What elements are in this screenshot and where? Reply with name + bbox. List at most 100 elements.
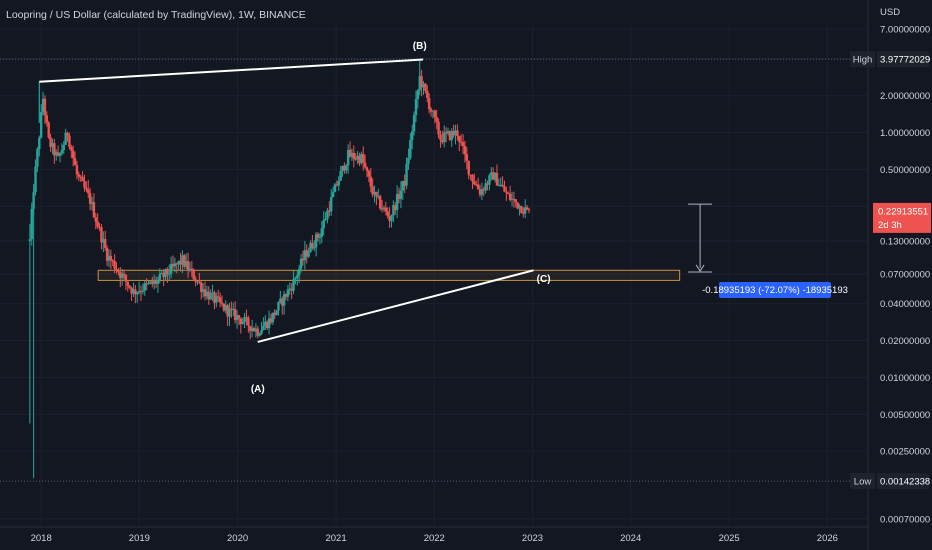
candle-body	[412, 115, 416, 132]
candle-body	[388, 216, 391, 221]
candle-body	[28, 239, 32, 242]
candle-body	[192, 269, 195, 280]
candle-body	[83, 181, 86, 188]
candle-body	[341, 165, 344, 172]
candle-body	[463, 145, 467, 155]
candle-body	[41, 98, 45, 113]
candle-body	[56, 152, 60, 156]
candle-body	[448, 131, 452, 140]
candle-body	[335, 184, 339, 186]
candle-body	[395, 193, 399, 211]
candle-body	[348, 149, 352, 157]
candle-body	[179, 260, 182, 265]
candle-body	[414, 99, 418, 116]
candle-body	[30, 208, 33, 240]
candle-body	[107, 255, 111, 261]
x-tick-label: 2020	[227, 533, 248, 544]
candle-body	[137, 291, 141, 293]
candle-body	[458, 135, 461, 142]
candle-body	[443, 132, 446, 143]
last-price-value: 0.22913551	[878, 206, 928, 217]
candle-body	[343, 165, 346, 171]
candle-body	[68, 135, 71, 147]
candle-body	[186, 261, 190, 271]
y-tick-label: 0.02000000	[880, 336, 930, 347]
candle-body	[128, 285, 131, 288]
candle-body	[275, 310, 278, 316]
candle-body	[482, 189, 485, 191]
candle-body	[292, 279, 295, 291]
candle-body	[354, 158, 357, 160]
candle-body	[134, 289, 137, 295]
candle-body	[264, 321, 267, 326]
candle-body	[281, 298, 284, 306]
high-tag	[850, 51, 875, 68]
candle-body	[105, 247, 109, 261]
candle-body	[156, 279, 160, 284]
candle-body	[102, 239, 105, 243]
candle-body	[269, 318, 273, 323]
candle-body	[508, 193, 512, 200]
candle-body	[480, 189, 484, 195]
candle-body	[173, 263, 177, 267]
low-tag-label: Low	[854, 477, 872, 488]
candle-body	[96, 221, 99, 227]
wave-label-b: (B)	[413, 41, 427, 52]
candle-body	[375, 191, 378, 197]
candle-body	[416, 90, 420, 100]
trendline	[39, 58, 424, 83]
candle-body	[166, 268, 169, 275]
candle-body	[145, 283, 148, 285]
candle-body	[420, 76, 423, 88]
candle-body	[294, 277, 297, 280]
x-tick-label: 2018	[31, 533, 52, 544]
candle-body	[328, 210, 331, 212]
candle-body	[465, 154, 469, 161]
candle-body	[194, 279, 197, 282]
candle-body	[478, 189, 482, 195]
candle-body	[60, 150, 64, 154]
candle-body	[75, 165, 79, 175]
candle-body	[162, 273, 165, 278]
candle-body	[124, 275, 128, 282]
candle-body	[392, 205, 395, 216]
candle-body	[200, 282, 203, 292]
candle-body	[183, 255, 186, 267]
y-tick-label: 0.00070000	[880, 514, 930, 525]
candle-body	[369, 176, 372, 187]
candle-body	[301, 258, 305, 261]
candle-body	[224, 305, 227, 311]
candle-body	[243, 317, 246, 322]
candle-body	[337, 180, 340, 186]
candle-body	[58, 153, 62, 156]
candle-body	[92, 202, 96, 218]
candle-body	[333, 184, 337, 193]
candle-body	[113, 260, 116, 269]
candle-body	[399, 190, 403, 199]
candle-body	[358, 155, 361, 164]
candle-body	[409, 140, 412, 158]
candle-body	[70, 146, 73, 151]
candle-body	[267, 318, 271, 329]
candle-body	[250, 328, 254, 332]
candle-body	[38, 137, 41, 149]
y-tick-label: 0.07000000	[880, 269, 930, 280]
candle-body	[305, 250, 308, 257]
candle-body	[356, 155, 359, 160]
candle-body	[279, 298, 282, 303]
candle-body	[190, 268, 194, 270]
candle-body	[524, 207, 527, 214]
y-tick-label: 0.13000000	[880, 237, 930, 248]
candle-body	[62, 144, 65, 151]
candle-body	[365, 167, 369, 171]
candle-body	[252, 328, 256, 332]
candle-body	[277, 302, 280, 311]
candle-body	[516, 202, 519, 209]
last-price-badge	[873, 202, 931, 233]
candle-body	[510, 198, 514, 200]
candle-body	[77, 174, 81, 177]
candle-body	[164, 268, 167, 278]
candle-body	[307, 252, 310, 257]
candle-body	[320, 228, 324, 237]
